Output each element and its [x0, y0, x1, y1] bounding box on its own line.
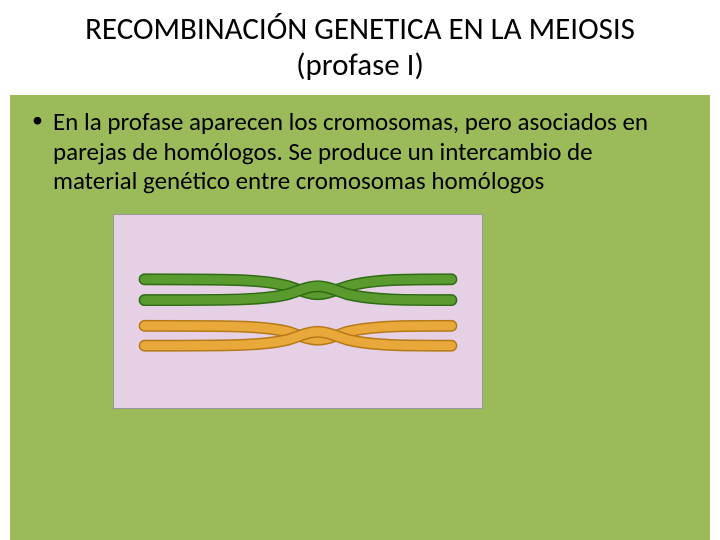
diagram-container	[18, 214, 702, 409]
content-block: • En la profase aparecen los cromosomas,…	[10, 95, 710, 540]
bullet-marker: •	[32, 107, 43, 133]
chromosome-diagram	[113, 214, 483, 409]
bullet-item: • En la profase aparecen los cromosomas,…	[18, 103, 702, 208]
slide-title: RECOMBINACIÓN GENETICA EN LA MEIOSIS (pr…	[0, 0, 720, 91]
slide: RECOMBINACIÓN GENETICA EN LA MEIOSIS (pr…	[0, 0, 720, 540]
diagram-bg	[115, 215, 481, 408]
bullet-text: En la profase aparecen los cromosomas, p…	[53, 107, 682, 196]
